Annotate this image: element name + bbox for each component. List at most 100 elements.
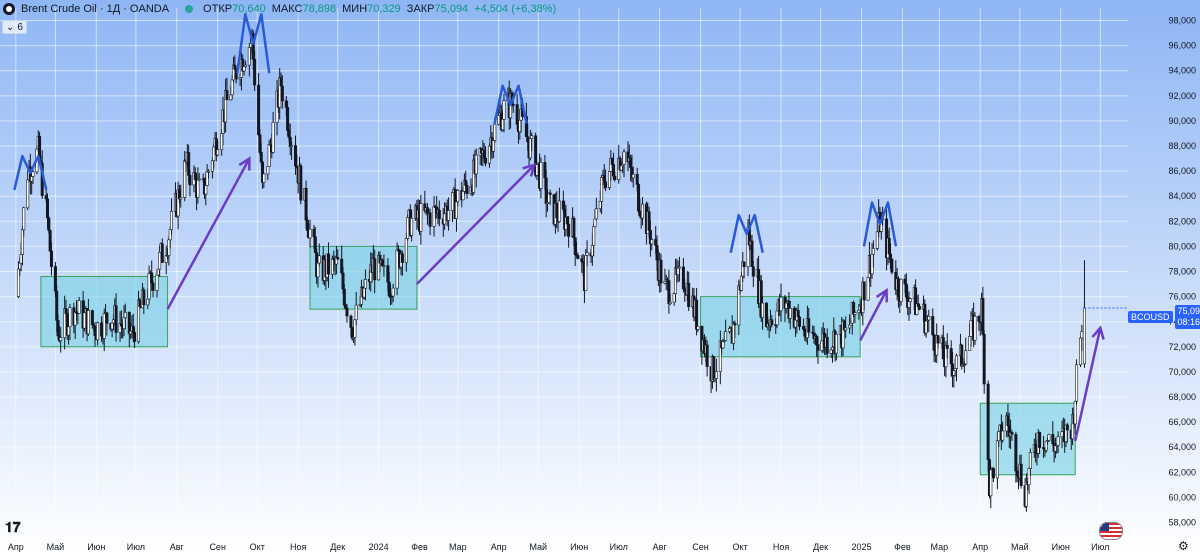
- candle-body: [890, 258, 894, 273]
- candle-body: [695, 299, 699, 330]
- candle-body: [102, 313, 106, 339]
- candle-body: [1038, 431, 1042, 448]
- x-tick-label: Ноя: [773, 542, 790, 552]
- candle-body: [484, 157, 488, 164]
- x-tick-label: Фев: [894, 542, 911, 552]
- candle-body: [304, 188, 308, 221]
- peak-mark: [862, 201, 898, 247]
- x-tick-label: 2025: [851, 542, 871, 552]
- y-tick-label: 66,000: [1168, 417, 1196, 427]
- candle-body: [257, 84, 261, 136]
- candle-body: [68, 307, 72, 328]
- x-tick-label: Май: [47, 542, 65, 552]
- x-tick-label: Авг: [653, 542, 668, 552]
- candle-body: [502, 100, 506, 120]
- candle-body: [197, 178, 201, 181]
- symbol-title[interactable]: Brent Crude Oil · 1Д · OANDA: [21, 3, 170, 15]
- candle-body: [557, 200, 561, 222]
- candle-body: [604, 181, 608, 188]
- x-tick-label: Сен: [692, 542, 709, 552]
- market-status-icon: [185, 5, 194, 13]
- y-tick-label: 92,000: [1168, 91, 1196, 101]
- candle-body: [631, 173, 635, 179]
- candle-body: [382, 265, 386, 267]
- indicators-toggle[interactable]: ⌄ 6: [2, 20, 27, 34]
- candle-body: [105, 312, 109, 324]
- candle-body: [59, 337, 63, 342]
- price-tag-values: 75,094 08:16:40: [1174, 305, 1200, 329]
- candle-body: [96, 322, 100, 341]
- candle-body: [123, 312, 127, 319]
- candle-body: [349, 315, 353, 328]
- candle-body: [572, 218, 576, 239]
- candle-body: [696, 325, 700, 330]
- candle-body: [373, 258, 377, 281]
- x-tick-label: Май: [529, 542, 547, 552]
- y-tick-label: 64,000: [1168, 442, 1196, 452]
- candle-body: [188, 175, 192, 186]
- candle-body: [714, 371, 718, 379]
- x-tick-label: Дек: [813, 542, 828, 552]
- trend-arrow-head: [238, 156, 251, 171]
- x-tick-label: Мар: [931, 542, 949, 552]
- candle-body: [567, 223, 571, 237]
- ohlc-open: ОТКР70,640: [203, 3, 266, 15]
- candle-body: [899, 278, 903, 302]
- x-tick-label: Июл: [1091, 542, 1109, 552]
- candle-body: [825, 336, 829, 354]
- candle-body: [456, 190, 460, 203]
- y-tick-label: 58,000: [1168, 517, 1196, 527]
- candle-body: [133, 332, 137, 342]
- candle-body: [437, 209, 441, 220]
- candle-body: [262, 173, 266, 183]
- us-flag-icon[interactable]: [1099, 522, 1123, 540]
- candle-body: [428, 212, 432, 227]
- candle-body: [26, 179, 30, 209]
- y-tick-label: 88,000: [1168, 141, 1196, 151]
- candle-body: [733, 322, 737, 326]
- peak-mark: [729, 213, 764, 253]
- candle-body: [862, 281, 866, 301]
- candle-body: [677, 266, 681, 269]
- candle-body: [592, 226, 596, 246]
- y-tick-label: 78,000: [1168, 267, 1196, 277]
- candle-body: [991, 468, 995, 479]
- gear-icon[interactable]: ⚙: [1178, 539, 1189, 553]
- candle-body: [474, 154, 478, 175]
- candle-body: [410, 217, 414, 236]
- candle-body: [243, 64, 247, 67]
- candle-body: [1014, 434, 1018, 472]
- y-tick-label: 76,000: [1168, 292, 1196, 302]
- x-tick-label: Окт: [733, 542, 748, 552]
- candle-body: [585, 252, 589, 256]
- candle-body: [1080, 331, 1084, 339]
- y-tick-label: 82,000: [1168, 216, 1196, 226]
- x-tick-label: Сен: [209, 542, 226, 552]
- candle-body: [493, 123, 497, 141]
- y-tick-label: 98,000: [1168, 16, 1196, 26]
- candle-body: [327, 253, 331, 275]
- y-tick-label: 72,000: [1168, 342, 1196, 352]
- ohlc-close: ЗАКР75,094: [406, 3, 469, 15]
- candle-body: [230, 79, 234, 96]
- candle-body: [308, 228, 312, 239]
- tradingview-logo-icon[interactable]: 𝟏𝟕: [5, 519, 21, 535]
- candle-body: [511, 104, 515, 106]
- candle-body: [918, 306, 922, 310]
- candle-body: [1082, 307, 1086, 365]
- y-tick-label: 68,000: [1168, 392, 1196, 402]
- candle-body: [807, 318, 811, 333]
- candle-body: [77, 300, 81, 314]
- candle-body: [548, 192, 552, 195]
- candle-body: [155, 274, 159, 291]
- chart-grid: [0, 8, 1128, 535]
- x-tick-label: Июл: [127, 542, 145, 552]
- candle-body: [299, 165, 303, 201]
- candle-body: [1073, 400, 1077, 425]
- y-tick-label: 96,000: [1168, 41, 1196, 51]
- candle-body: [973, 315, 977, 341]
- x-tick-label: Июн: [87, 542, 105, 552]
- candle-body: [986, 383, 990, 460]
